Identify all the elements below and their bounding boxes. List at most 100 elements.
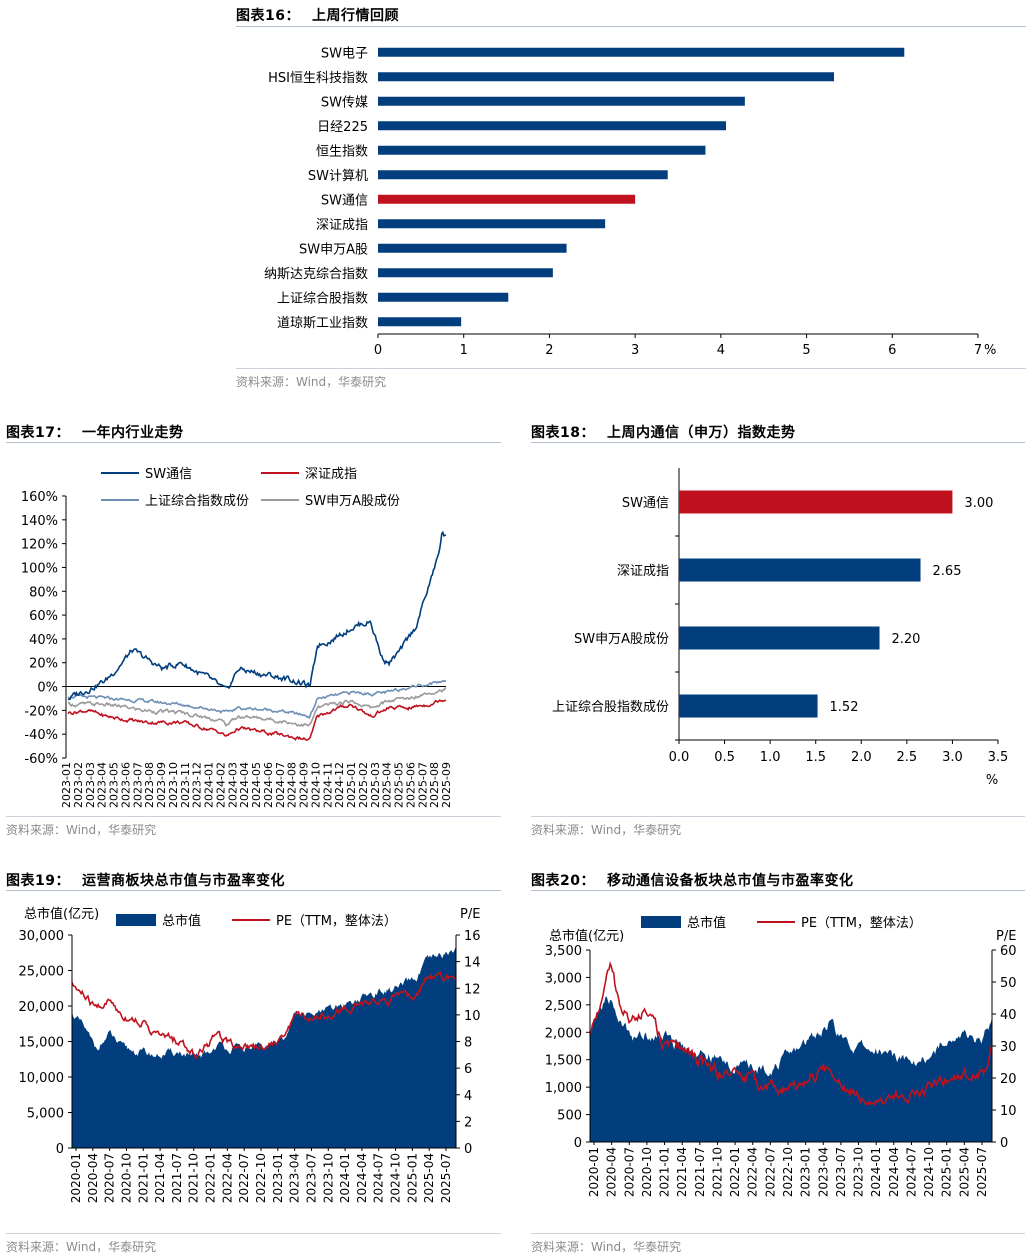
x-tick-label: 2020-04 — [605, 1147, 619, 1197]
value-label: 2.65 — [933, 564, 962, 579]
legend-label: SW申万A股成份 — [305, 494, 400, 509]
legend-label: 总市值 — [162, 913, 201, 929]
fig18-chart: 0.0 0.5 1.0 1.5 2.0 2.5 3.0 3.5% SW通信 3.00 深证成指 2.6… — [552, 468, 1008, 788]
bar-sw-a — [378, 243, 567, 253]
right-tick-label: 50 — [1000, 976, 1017, 991]
left-tick-label: 1,500 — [545, 1054, 582, 1069]
right-tick-label: 10 — [1000, 1104, 1017, 1119]
category-label: 上证综合股指数成份 — [552, 700, 669, 715]
left-tick-label: 500 — [557, 1109, 582, 1124]
legend-swatch-area — [116, 914, 156, 926]
legend-label: PE（TTM，整体法） — [801, 916, 922, 931]
x-tick-label: 2021-01 — [136, 1153, 150, 1203]
x-tick-label: 2024-01 — [338, 1153, 352, 1203]
x-tick-label: 2025-03 — [369, 762, 382, 808]
bar-cat — [378, 292, 509, 302]
right-tick-label: 16 — [464, 929, 481, 944]
x-tick-label: 2025-04 — [422, 1153, 436, 1203]
left-tick-label: 10,000 — [19, 1071, 65, 1086]
fig20-title: 图表20： 移动通信设备板块总市值与市盈率变化 — [531, 870, 853, 890]
fig18-title: 图表18： 上周内通信（申万）指数走势 — [531, 422, 795, 442]
x-tick-label: 2025-06 — [404, 762, 417, 808]
value-label: 1.52 — [830, 700, 859, 715]
left-tick-label: 2,500 — [545, 999, 582, 1014]
series-line-cat-2 — [67, 679, 447, 720]
x-tick-label: 2024-06 — [262, 762, 275, 808]
value-label: 3.00 — [964, 496, 993, 511]
pe-line — [71, 971, 457, 1060]
fig19-title: 图表19： 运营商板块总市值与市盈率变化 — [6, 870, 285, 890]
bar-225 — [378, 121, 726, 131]
series-line-cat-1 — [67, 699, 447, 741]
right-tick-label: 8 — [464, 1036, 472, 1051]
bar-sw-a — [679, 626, 880, 650]
left-tick-label: 3,000 — [545, 971, 582, 986]
x-tick-label: 2025-04 — [381, 762, 394, 808]
x-tick-label: 2024-10 — [389, 1153, 403, 1203]
x-tick-label: 2022-04 — [220, 1153, 234, 1203]
right-axis-title: P/E — [460, 907, 480, 922]
left-tick-label: 1,000 — [545, 1081, 582, 1096]
x-tick-label: 1 — [460, 343, 468, 358]
fig19-number: 图表19： — [6, 873, 70, 889]
x-tick-label: 2022-01 — [728, 1147, 742, 1197]
bar-cat — [679, 558, 921, 582]
category-label: SW传媒 — [321, 95, 368, 110]
bar-cat — [378, 268, 553, 278]
x-tick-label: 2023-10 — [321, 1153, 335, 1203]
right-tick-label: 4 — [464, 1089, 472, 1104]
x-tick-label: 0.0 — [669, 750, 690, 765]
x-tick-label: 2023-07 — [304, 1153, 318, 1203]
x-tick-label: 2024-10 — [922, 1147, 936, 1197]
x-tick-label: 2025-04 — [957, 1147, 971, 1197]
x-tick-label: 2023-01 — [60, 762, 73, 808]
legend-label: 深证成指 — [305, 467, 357, 482]
legend-label: 总市值 — [687, 915, 726, 931]
right-tick-label: 60 — [1000, 944, 1017, 959]
bar-sw — [679, 490, 953, 514]
fig16-title-text: 上周行情回顾 — [311, 8, 399, 24]
fig19-bottom-rule — [6, 1233, 501, 1234]
x-tick-label: 2023-07 — [131, 762, 144, 808]
x-tick-label: 6 — [888, 343, 896, 358]
legend-label: PE（TTM，整体法） — [276, 914, 397, 929]
fig18-number: 图表18： — [531, 425, 595, 441]
fig17-source: 资料来源：Wind，华泰研究 — [6, 823, 157, 837]
x-tick-label: 2025-01 — [345, 762, 358, 808]
fig20-title-text: 移动通信设备板块总市值与市盈率变化 — [606, 873, 854, 889]
bar-cat — [679, 694, 818, 718]
x-tick-label: 2023-01 — [271, 1153, 285, 1203]
category-label: 恒生指数 — [316, 144, 368, 159]
x-tick-label: 2021-01 — [658, 1147, 672, 1197]
y-tick-label: -20% — [24, 704, 58, 719]
y-tick-label: 20% — [29, 657, 58, 672]
legend-swatch-area — [641, 916, 681, 928]
market-cap-area — [72, 946, 456, 1148]
x-tick-label: 2024-02 — [214, 762, 227, 808]
fig16-title: 图表16： 上周行情回顾 — [236, 5, 399, 25]
y-tick-label: 120% — [21, 538, 58, 553]
left-tick-label: 3,500 — [545, 944, 582, 959]
x-tick-label: 2023-03 — [84, 762, 97, 808]
category-label: HSI恒生科技指数 — [268, 71, 368, 86]
x-tick-label: 2024-12 — [333, 762, 346, 808]
legend-label: SW通信 — [145, 467, 192, 482]
right-tick-label: 6 — [464, 1062, 472, 1077]
left-tick-label: 15,000 — [19, 1036, 65, 1051]
bar-sw — [378, 96, 745, 106]
category-label: SW申万A股 — [299, 242, 368, 257]
x-tick-label: 2024-10 — [309, 762, 322, 808]
x-tick-label: 2024-01 — [869, 1147, 883, 1197]
category-label: 道琼斯工业指数 — [277, 316, 368, 331]
legend-label: 上证综合指数成份 — [145, 494, 249, 509]
bar-sw — [378, 47, 905, 57]
bar-hsi — [378, 72, 834, 82]
category-label: SW电子 — [321, 46, 368, 61]
x-tick-label: 2023-04 — [96, 762, 109, 808]
left-axis-title: 总市值(亿元) — [24, 906, 99, 922]
fig20-bottom-rule — [531, 1233, 1025, 1234]
y-tick-label: 40% — [29, 633, 58, 648]
right-tick-label: 0 — [464, 1142, 472, 1157]
y-tick-label: 80% — [29, 585, 58, 600]
